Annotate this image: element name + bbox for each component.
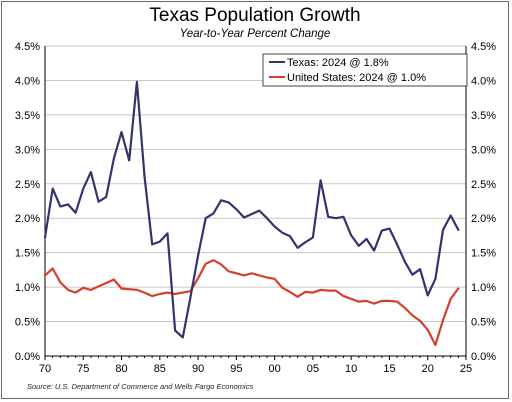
legend-box xyxy=(262,53,468,87)
gridlines xyxy=(45,45,466,357)
chart-source: Source: U.S. Department of Commerce and … xyxy=(27,382,254,391)
legend: Texas: 2024 @ 1.8% United States: 2024 @… xyxy=(262,53,468,87)
y-tick-label-right: 0.0% xyxy=(471,351,496,363)
x-tick-label: 20 xyxy=(422,363,434,375)
y-axis-left: 0.0% 0.5% 1.0% 1.5% 2.0% 2.5% 3.0% 3.5% 4.0% 4.5% xyxy=(15,41,46,363)
x-tick-label: 70 xyxy=(39,363,51,375)
y-tick-label-left: 0.5% xyxy=(15,317,40,329)
x-tick-label: 85 xyxy=(154,363,166,375)
chart-subtitle: Year-to-Year Percent Change xyxy=(179,28,331,40)
series-line-united-states xyxy=(43,259,460,347)
y-tick-label-left: 2.5% xyxy=(15,179,40,191)
x-tick-label: 00 xyxy=(269,363,281,375)
y-tick-label-left: 4.5% xyxy=(15,41,40,53)
y-tick-label-left: 0.0% xyxy=(15,351,40,363)
y-tick-label-right: 0.5% xyxy=(471,317,496,329)
y-tick-label-right: 3.5% xyxy=(471,110,496,122)
x-tick-label: 80 xyxy=(115,363,127,375)
y-tick-label-left: 3.0% xyxy=(15,144,40,156)
legend-texas-label: Texas: 2024 @ 1.8% xyxy=(287,57,389,69)
y-tick-label-right: 1.5% xyxy=(471,248,496,260)
x-tick-label: 05 xyxy=(307,363,319,375)
x-tick-label: 15 xyxy=(383,363,395,375)
y-tick-label-right: 2.5% xyxy=(471,179,496,191)
legend-us-label: United States: 2024 @ 1.0% xyxy=(287,72,426,84)
series-line-texas xyxy=(43,80,460,339)
y-axis-right: 0.0% 0.5% 1.0% 1.5% 2.0% 2.5% 3.0% 3.5% 4.0% 4.5% xyxy=(465,41,496,363)
x-tick-label: 95 xyxy=(230,363,242,375)
y-tick-label-left: 2.0% xyxy=(15,213,40,225)
x-axis: 70 75 80 85 90 95 00 05 10 15 20 25 xyxy=(39,355,472,375)
y-tick-label-right: 2.0% xyxy=(471,213,496,225)
x-tick-label: 75 xyxy=(77,363,89,375)
y-tick-label-left: 4.0% xyxy=(15,75,40,87)
x-tick-label: 90 xyxy=(192,363,204,375)
y-tick-label-right: 4.0% xyxy=(471,75,496,87)
y-tick-label-right: 3.0% xyxy=(471,144,496,156)
x-tick-label: 10 xyxy=(345,363,357,375)
y-tick-label-right: 1.0% xyxy=(471,282,496,294)
x-tick-label: 25 xyxy=(460,363,472,375)
y-tick-label-left: 1.0% xyxy=(15,282,40,294)
series-lines xyxy=(43,80,460,347)
y-tick-label-left: 3.5% xyxy=(15,110,40,122)
y-tick-label-left: 1.5% xyxy=(15,248,40,260)
y-tick-label-right: 4.5% xyxy=(471,41,496,53)
chart-title: Texas Population Growth xyxy=(149,5,361,26)
